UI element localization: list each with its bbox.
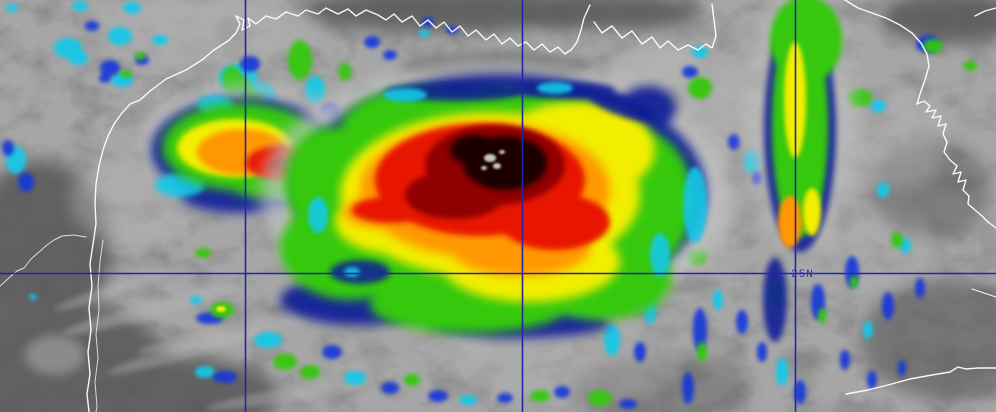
coastline-top-right: [974, 7, 996, 17]
coastline-florida-west: [844, 0, 996, 229]
storm-overshooting-tops: [481, 150, 505, 170]
small-cell-yellow-dot: [216, 306, 226, 312]
coastline-texas-louisiana: [149, 4, 591, 92]
east-rainband: [742, 0, 858, 342]
coastline-padre-island: [94, 239, 104, 412]
main-storm: [260, 60, 730, 338]
coastline-mississippi-sound: [593, 3, 717, 51]
coastline-florida-keys: [971, 288, 996, 298]
coastline-texas-south: [86, 90, 151, 412]
coastline-cuba: [845, 366, 996, 395]
storm-cyan-accents: [308, 82, 707, 277]
grid-label-25n: 25N: [791, 269, 814, 281]
